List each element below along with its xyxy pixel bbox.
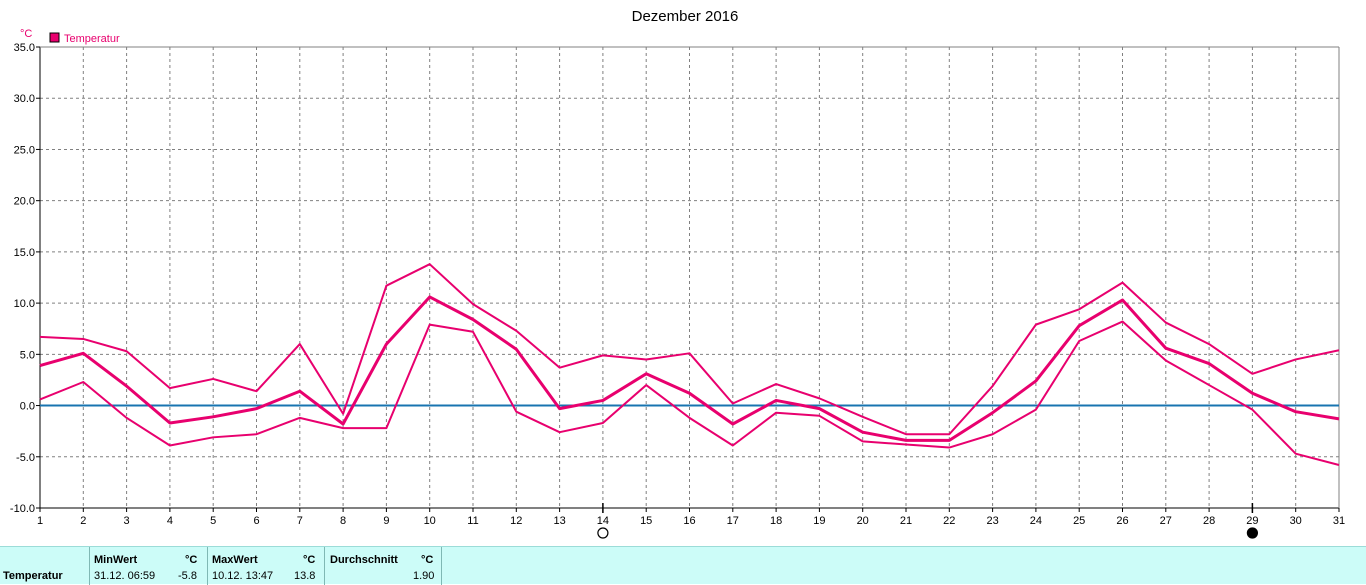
- x-tick-label: 19: [813, 515, 825, 527]
- x-tick-label: 25: [1073, 515, 1085, 527]
- average-value: 1.90: [413, 570, 435, 582]
- x-tick-label: 22: [943, 515, 955, 527]
- y-tick-label: 25.0: [14, 144, 35, 156]
- x-tick-label: 5: [210, 515, 216, 527]
- y-tick-label: 30.0: [14, 93, 35, 105]
- x-tick-label: 11: [467, 515, 478, 527]
- x-tick-label: 13: [553, 515, 565, 527]
- full-moon-icon: [597, 527, 609, 539]
- temperature-chart: Dezember 2016 °C Temperatur 35.030.025.0…: [10, 8, 1345, 539]
- x-tick-label: 23: [986, 515, 998, 527]
- min-value-cell: MinWert °C 31.12. 06:59 -5.8: [90, 547, 208, 585]
- y-unit-label: °C: [20, 28, 32, 40]
- min-label: MinWert: [94, 554, 138, 566]
- max-value-cell: MaxWert °C 10.12. 13:47 13.8: [208, 547, 325, 585]
- x-tick-label: 8: [340, 515, 346, 527]
- x-tick-label: 27: [1160, 515, 1172, 527]
- x-tick-label: 12: [510, 515, 522, 527]
- x-tick-labels: 1 2 3 4 5 6 7 8 9 10 11 12 13 14 15 16 17 18 19 20 21 22 23 24 2…: [37, 508, 1345, 527]
- average-label: Durchschnitt: [330, 554, 398, 566]
- x-tick-label: 30: [1290, 515, 1302, 527]
- max-time: 10.12. 13:47: [212, 570, 274, 582]
- x-tick-label: 20: [857, 515, 869, 527]
- average-unit: °C: [421, 554, 434, 566]
- x-tick-label: 26: [1116, 515, 1128, 527]
- y-tick-label: 35.0: [14, 42, 35, 54]
- x-tick-label: 24: [1030, 515, 1042, 527]
- new-moon-icon: [1246, 527, 1259, 539]
- chart-series: [39, 263, 1340, 466]
- x-tick-label: 7: [297, 515, 303, 527]
- x-tick-label: 18: [770, 515, 782, 527]
- max-unit: °C: [303, 554, 316, 566]
- series-line-min: [39, 320, 1340, 466]
- moon-phase-markers: [597, 503, 1259, 539]
- y-tick-label: -10.0: [10, 503, 35, 515]
- y-tick-label: 20.0: [14, 196, 35, 208]
- stats-panel: Temperatur MinWert °C 31.12. 06:59 -5.8 …: [0, 546, 1366, 585]
- x-tick-label: 31: [1333, 515, 1345, 527]
- x-tick-label: 16: [683, 515, 695, 527]
- max-label: MaxWert: [212, 554, 258, 566]
- chart-grid: [39, 46, 1340, 509]
- x-tick-label: 28: [1203, 515, 1215, 527]
- x-tick-label: 17: [727, 515, 739, 527]
- x-tick-label: 3: [124, 515, 130, 527]
- y-tick-label: 5.0: [20, 349, 35, 361]
- x-tick-label: 14: [597, 515, 609, 527]
- min-value: -5.8: [178, 570, 197, 582]
- x-tick-label: 6: [253, 515, 259, 527]
- chart-title: Dezember 2016: [632, 8, 739, 25]
- x-tick-label: 9: [383, 515, 389, 527]
- x-tick-label: 15: [640, 515, 652, 527]
- min-unit: °C: [185, 554, 198, 566]
- stats-row-label: Temperatur: [3, 570, 63, 582]
- legend-label: Temperatur: [64, 33, 120, 45]
- series-line-mean: [39, 295, 1340, 442]
- y-tick-label: 0.0: [20, 401, 35, 413]
- series-line-max: [39, 263, 1340, 436]
- x-tick-label: 21: [900, 515, 912, 527]
- min-time: 31.12. 06:59: [94, 570, 156, 582]
- stats-row-label-cell: Temperatur: [0, 547, 90, 585]
- average-cell: Durchschnitt °C 1.90: [325, 547, 442, 585]
- max-value: 13.8: [294, 570, 316, 582]
- x-tick-label: 10: [424, 515, 436, 527]
- y-tick-labels: 35.0 30.0 25.0 20.0 15.0 10.0 5.0 0.0 -5.0 -10.0: [10, 42, 40, 515]
- x-tick-label: 29: [1246, 515, 1258, 527]
- y-tick-label: 15.0: [14, 247, 35, 259]
- y-tick-label: -5.0: [16, 452, 35, 464]
- y-tick-label: 10.0: [14, 298, 35, 310]
- x-tick-label: 2: [80, 515, 86, 527]
- x-tick-label: 1: [37, 515, 43, 527]
- legend-swatch: [49, 32, 60, 43]
- x-tick-label: 4: [167, 515, 173, 527]
